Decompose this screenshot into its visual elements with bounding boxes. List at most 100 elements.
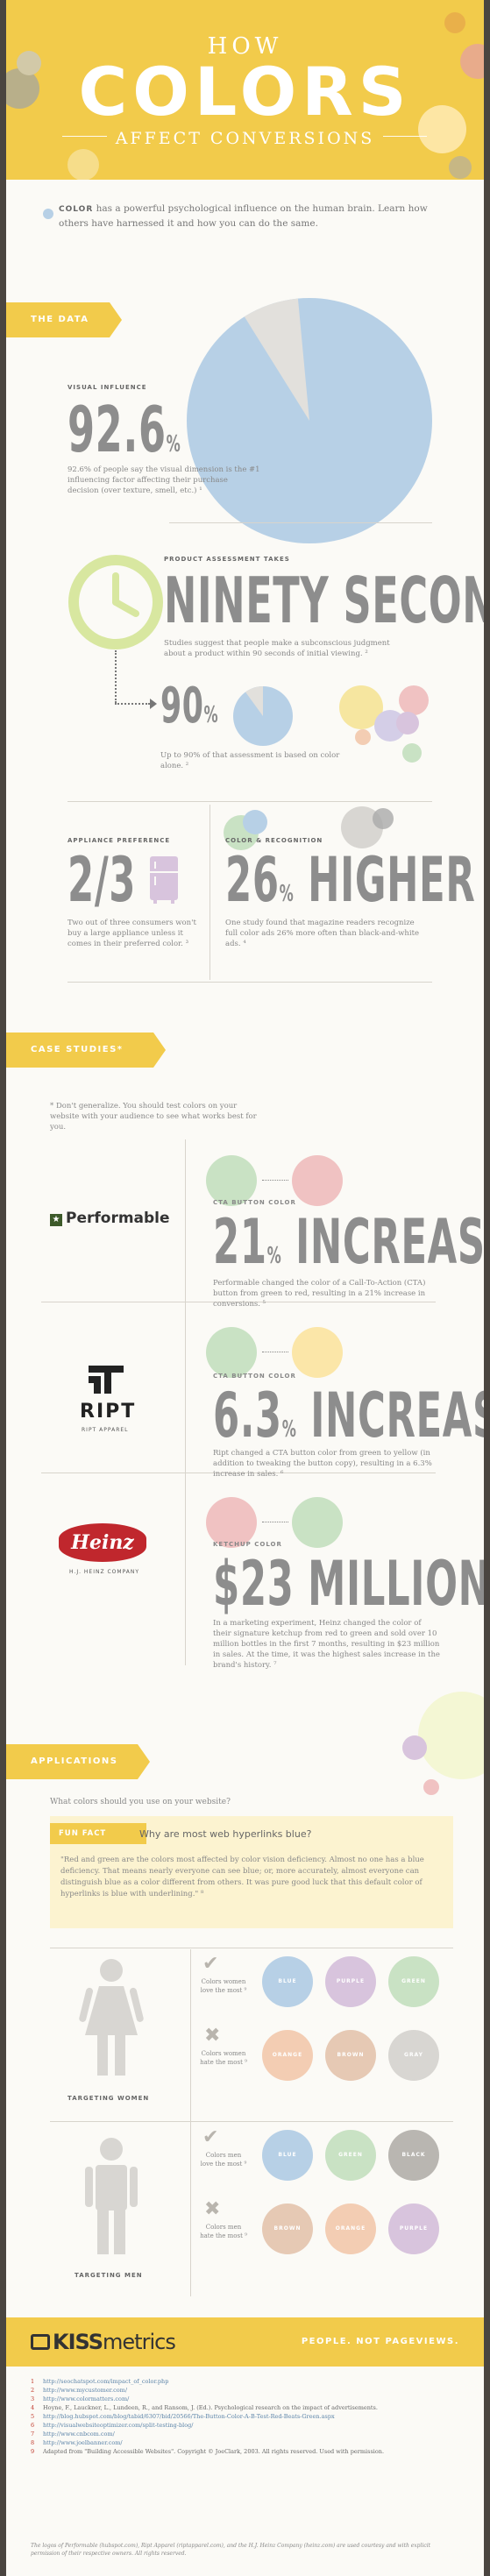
decor-circle <box>243 810 267 834</box>
green-button-circle <box>206 1327 257 1378</box>
applications-question: What colors should you use on your websi… <box>50 1798 231 1806</box>
cross-icon: ✖ <box>204 2025 221 2047</box>
green-button-circle <box>206 1155 257 1206</box>
decor-circle <box>423 1779 439 1795</box>
stat-90: 90% <box>160 678 219 734</box>
logo-ript-icon <box>85 1364 127 1395</box>
caption-visual-influence: VISUAL INFLUENCE <box>67 384 147 391</box>
reference-link[interactable]: http://seochatspot.com/impact_of_color.p… <box>43 2378 169 2385</box>
reference-item: 6 http://visualwebsiteoptimizer.com/split… <box>31 2421 469 2430</box>
footer-tagline: PEOPLE. NOT PAGEVIEWS. <box>301 2337 459 2346</box>
check-icon: ✔ <box>202 1953 219 1975</box>
fun-fact-text: "Red and green are the colors most affec… <box>60 1856 424 1898</box>
divider <box>67 801 432 802</box>
label-targeting-men: TARGETING MEN <box>75 2272 143 2279</box>
divider-vertical <box>209 805 210 980</box>
text-appliance: Two out of three consumers won't buy a l… <box>67 919 196 948</box>
women-dislike-brown: BROWN <box>325 2030 376 2081</box>
yellow-button-circle <box>292 1327 343 1378</box>
women-like-blue: BLUE <box>262 1956 313 2007</box>
text-visual-influence: 92.6% of people say the visual dimension… <box>67 465 260 495</box>
reference-item: 2 http://www.mycustomer.com/ <box>31 2386 469 2395</box>
disclaimer: The logos of Performable (hubspot.com), … <box>31 2543 431 2557</box>
text-case-2: Ript changed a CTA button color from gre… <box>213 1449 432 1479</box>
dotted-connector <box>262 1180 288 1181</box>
reference-number: 4 <box>31 2404 35 2411</box>
arrow-head-icon <box>150 699 157 709</box>
caption-ketchup: KETCHUP COLOR <box>213 1541 282 1548</box>
divider-vertical <box>185 1139 186 1665</box>
women-hate-caption: Colors women hate the most ⁹ <box>200 2050 247 2066</box>
reference-item: 3 http://www.colormatters.com/ <box>31 2395 469 2403</box>
reference-item: 5 http://blog.hubspot.com/blog/tabid/6307… <box>31 2412 469 2421</box>
fun-fact-label: FUN FACT <box>50 1823 146 1844</box>
ninety-pct-pie <box>233 685 293 746</box>
decor-circle <box>6 68 39 109</box>
women-like-green: GREEN <box>388 1956 439 2007</box>
divider-vertical <box>190 1949 191 2296</box>
references-list: 1 http://seochatspot.com/impact_of_color.… <box>31 2377 469 2456</box>
logo-ript: RIPT <box>80 1401 137 1423</box>
caption-appliance: APPLIANCE PREFERENCE <box>67 837 171 844</box>
men-like-green: GREEN <box>325 2130 376 2181</box>
red-ketchup-circle <box>206 1497 257 1548</box>
reference-link[interactable]: http://blog.hubspot.com/blog/tabid/6307/… <box>43 2413 335 2420</box>
decor-circle <box>396 712 419 734</box>
reference-item: 8 http://www.joelbanner.com/ <box>31 2438 469 2447</box>
men-love-caption: Colors men love the most ⁹ <box>200 2152 247 2168</box>
men-dislike-brown: BROWN <box>262 2203 313 2254</box>
reference-number: 9 <box>31 2448 35 2455</box>
text-case-1: Performable changed the color of a Call-… <box>213 1279 426 1309</box>
men-like-blue: BLUE <box>262 2130 313 2181</box>
label-targeting-women: TARGETING WOMEN <box>67 2095 150 2102</box>
check-icon: ✔ <box>202 2126 219 2148</box>
intro-text: COLOR has a powerful psychological influ… <box>59 203 428 229</box>
reference-number: 3 <box>31 2395 35 2402</box>
divider <box>169 522 432 523</box>
divider <box>50 2121 453 2122</box>
reference-link[interactable]: http://www.cnbcom.com/ <box>43 2431 115 2438</box>
footer-banner: KISSmetrics PEOPLE. NOT PAGEVIEWS. <box>6 2317 484 2367</box>
reference-item: 7 http://www.cnbcom.com/ <box>31 2430 469 2438</box>
infographic: HOW COLORS AFFECT CONVERSIONS COLOR has … <box>6 0 484 2576</box>
reference-number: 8 <box>31 2439 35 2446</box>
title-colors: COLORS <box>78 53 412 131</box>
green-ketchup-circle <box>292 1497 343 1548</box>
reference-item: 9 Adapted from "Building Accessible Websi… <box>31 2447 469 2456</box>
decor-circle <box>418 1692 484 1779</box>
logo-heinz: Heinz <box>59 1523 146 1562</box>
decor-circle <box>418 105 466 153</box>
men-dislike-orange: ORANGE <box>325 2203 376 2254</box>
title-affect: AFFECT CONVERSIONS <box>6 129 484 148</box>
decor-circle <box>17 51 41 75</box>
women-like-purple: PURPLE <box>325 1956 376 2007</box>
women-love-caption: Colors women love the most ⁹ <box>200 1978 247 1994</box>
caption-assessment: PRODUCT ASSESSMENT TAKES <box>164 556 290 563</box>
reference-item: 4 Hoyne, F., Lauckner, L., Lundeen, R., a… <box>31 2403 469 2412</box>
decor-circle <box>67 149 99 180</box>
decor-circle <box>402 1735 427 1760</box>
stat-26-higher: 26% HIGHER <box>225 844 476 916</box>
decor-circle <box>355 729 371 745</box>
logo-heinz-sub: H.J. HEINZ COMPANY <box>69 1569 140 1575</box>
reference-link[interactable]: http://www.joelbanner.com/ <box>43 2439 123 2446</box>
reference-link[interactable]: http://visualwebsiteoptimizer.com/split-… <box>43 2422 194 2429</box>
logo-ript-sub: RIPT APPAREL <box>82 1427 129 1433</box>
stat-92: 92.6% <box>67 393 181 466</box>
text-assessment: Studies suggest that people make a subco… <box>164 639 390 658</box>
clock-icon <box>68 555 163 649</box>
cross-icon: ✖ <box>204 2198 221 2220</box>
decor-circle <box>460 44 484 79</box>
reference-link[interactable]: http://www.colormatters.com/ <box>43 2395 130 2402</box>
stat-ninety-seconds: NINETY SECONDS <box>164 564 484 637</box>
stat-23-million: $23 MILLION <box>213 1548 484 1620</box>
divider <box>67 982 432 983</box>
caption-cta-2: CTA BUTTON COLOR <box>213 1373 296 1380</box>
text-ninety-pct: Up to 90% of that assessment is based on… <box>160 751 340 770</box>
men-dislike-purple: PURPLE <box>388 2203 439 2254</box>
reference-number: 7 <box>31 2431 35 2438</box>
reference-link[interactable]: http://www.mycustomer.com/ <box>43 2387 128 2394</box>
fun-fact-title: Why are most web hyperlinks blue? <box>139 1828 312 1840</box>
decor-circle <box>449 156 472 179</box>
reference-item: 1 http://seochatspot.com/impact_of_color.… <box>31 2377 469 2386</box>
